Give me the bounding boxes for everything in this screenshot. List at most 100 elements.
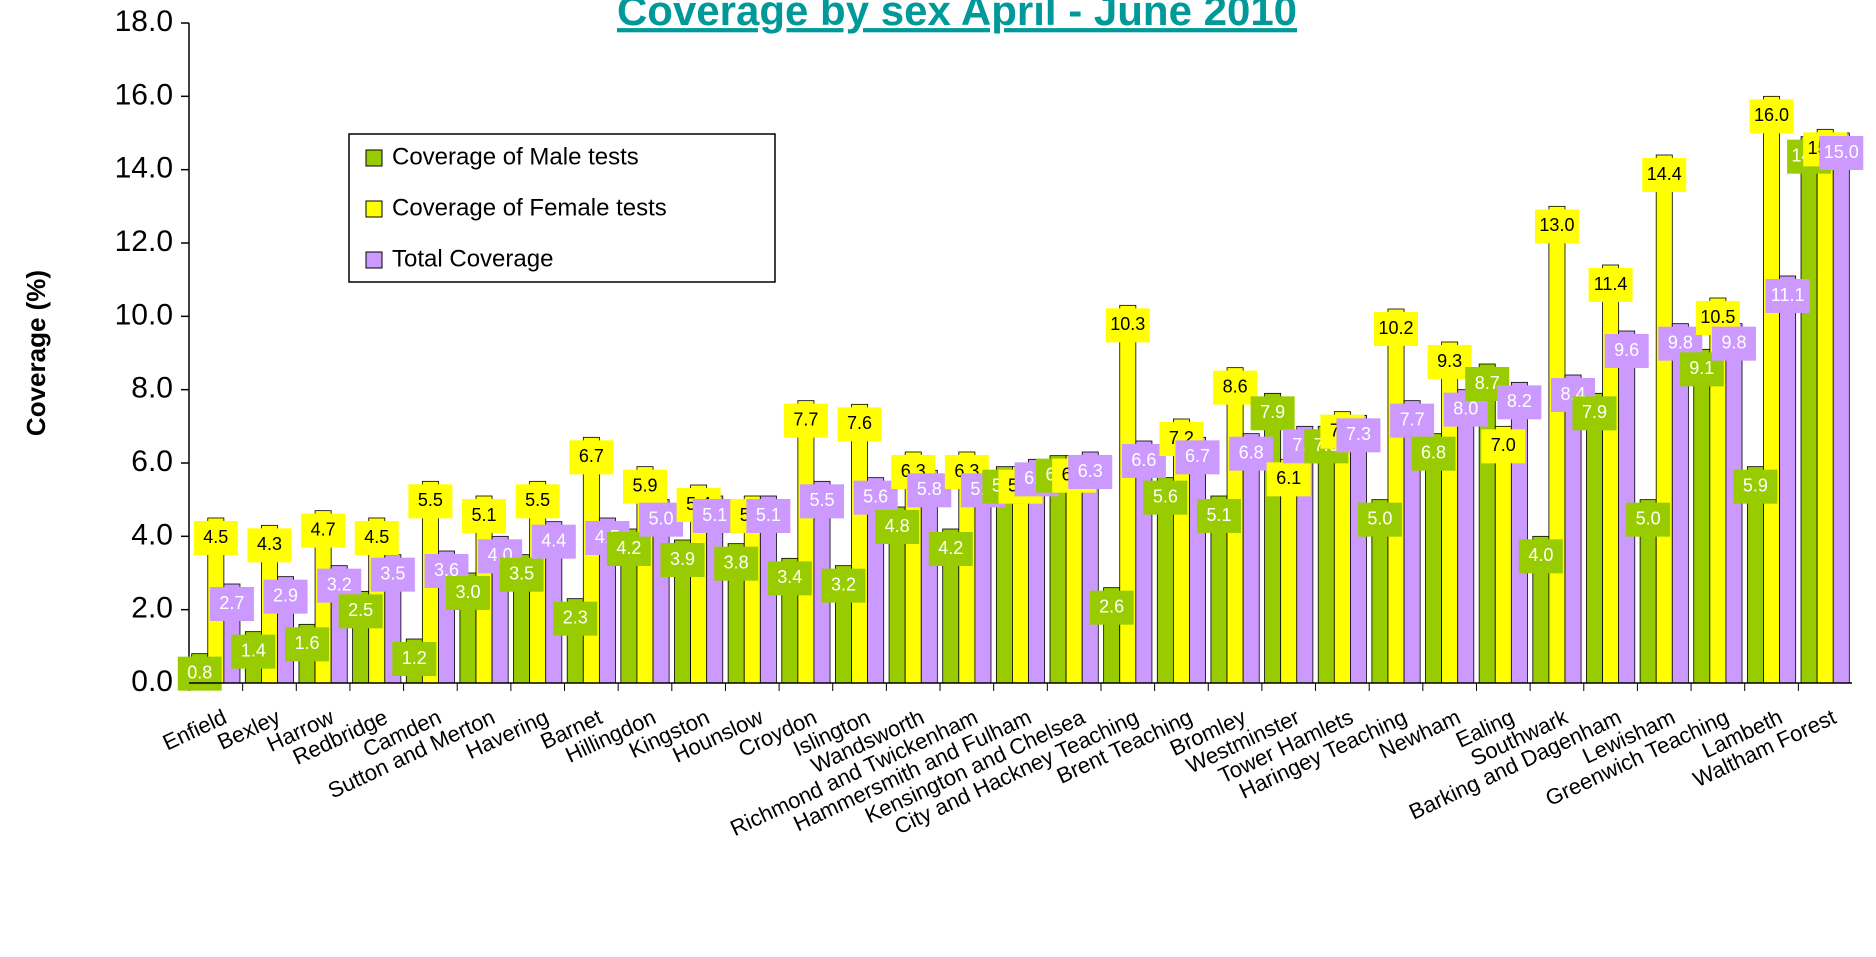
bar: [1350, 414, 1367, 684]
data-label: 5.9: [622, 469, 667, 504]
data-label-text: 6.7: [1185, 446, 1210, 466]
data-label-text: 7.3: [1346, 424, 1371, 444]
data-label-text: 5.8: [917, 479, 942, 499]
data-label-box: [408, 484, 453, 519]
data-label-text: 6.7: [579, 446, 604, 466]
data-label: 10.2: [1374, 312, 1419, 346]
data-label-text: 4.2: [938, 538, 963, 558]
data-label-text: 10.5: [1700, 307, 1735, 327]
data-label-box: [231, 634, 276, 669]
data-label-box: [1374, 312, 1419, 346]
data-label: 4.7: [301, 513, 346, 548]
y-tick-label: 12.0: [115, 225, 173, 258]
data-label-box: [209, 587, 254, 621]
data-label: 7.6: [837, 407, 882, 442]
data-label-text: 9.6: [1614, 340, 1639, 360]
data-label: 1.4: [231, 634, 276, 669]
data-label-text: 3.5: [380, 563, 405, 583]
data-label: 3.5: [370, 557, 415, 592]
data-label: 11.4: [1588, 268, 1633, 302]
bar: [797, 400, 815, 684]
data-label-text: 3.8: [724, 552, 749, 572]
data-label-text: 7.9: [1260, 402, 1285, 422]
data-label: 4.3: [247, 528, 292, 563]
data-label: 9.8: [1711, 326, 1756, 361]
data-label: 7.7: [783, 403, 828, 438]
data-label-text: 5.0: [1367, 508, 1392, 528]
data-label: 0.8: [177, 656, 222, 691]
data-label-text: 5.6: [1153, 486, 1178, 506]
data-label-box: [837, 407, 882, 442]
legend-swatch: [365, 251, 383, 269]
data-label-text: 8.7: [1475, 373, 1500, 393]
data-label-box: [1711, 326, 1756, 361]
data-label-box: [1213, 370, 1258, 405]
data-label-text: 4.5: [364, 527, 389, 547]
data-label: 6.8: [1229, 436, 1274, 471]
data-label-box: [392, 642, 437, 676]
data-label-text: 3.4: [777, 567, 802, 587]
data-label-box: [639, 502, 684, 537]
data-label-box: [1749, 99, 1794, 134]
data-label-text: 11.1: [1771, 285, 1805, 305]
data-label: 9.6: [1604, 334, 1649, 368]
data-label-text: 5.0: [1636, 508, 1661, 528]
data-label: 7.9: [1572, 396, 1617, 431]
data-label-box: [354, 521, 399, 555]
bar: [1494, 425, 1512, 684]
data-label-text: 8.0: [1453, 398, 1478, 418]
data-label: 5.0: [639, 502, 684, 537]
data-label: 4.2: [928, 532, 973, 566]
data-label: 4.5: [193, 521, 238, 555]
data-label-box: [247, 528, 292, 563]
data-label-box: [875, 510, 920, 544]
data-label-text: 5.1: [472, 505, 497, 525]
data-label: 3.8: [714, 546, 759, 581]
data-label-text: 2.6: [1099, 596, 1124, 616]
data-label-text: 5.1: [1206, 505, 1231, 525]
data-label-text: 10.2: [1378, 318, 1413, 338]
data-label-text: 7.0: [1491, 435, 1516, 455]
data-label-box: [928, 532, 973, 566]
data-label-text: 7.6: [847, 413, 872, 433]
bar: [1387, 308, 1405, 684]
data-label-box: [692, 499, 737, 533]
data-label: 2.7: [209, 587, 254, 621]
data-label: 5.6: [853, 480, 898, 515]
data-label: 4.4: [531, 524, 576, 559]
data-label: 1.6: [285, 627, 330, 662]
data-label-text: 3.2: [327, 574, 352, 594]
bar: [1602, 264, 1620, 684]
data-label: 7.7: [1390, 403, 1435, 438]
y-tick-label: 10.0: [115, 298, 173, 331]
legend-swatch: [365, 200, 383, 218]
y-tick-label: 8.0: [131, 372, 173, 405]
data-label-text: 6.6: [1131, 450, 1156, 470]
data-label-text: 7.7: [793, 409, 818, 429]
data-label-text: 5.6: [863, 486, 888, 506]
data-label-text: 5.5: [525, 490, 550, 510]
data-label-box: [767, 561, 812, 596]
data-label-text: 7.9: [1582, 402, 1607, 422]
data-label-text: 5.1: [756, 505, 781, 525]
data-label-box: [285, 627, 330, 662]
data-label-box: [569, 440, 614, 475]
data-label-box: [499, 557, 544, 592]
bar: [1779, 275, 1797, 684]
data-label-box: [1229, 436, 1274, 471]
data-label-box: [1250, 396, 1295, 431]
data-label: 6.6: [1121, 444, 1166, 478]
data-label-box: [800, 484, 845, 519]
y-tick-label: 6.0: [131, 445, 173, 478]
data-label: 3.9: [660, 543, 705, 577]
bar: [1586, 392, 1603, 684]
data-label-box: [1336, 418, 1381, 453]
data-label-text: 6.8: [1239, 442, 1264, 462]
data-label-box: [1411, 436, 1456, 471]
data-label: 5.5: [800, 484, 845, 519]
data-label: 9.3: [1427, 345, 1472, 379]
data-label-text: 9.1: [1689, 358, 1714, 378]
data-label-box: [1105, 308, 1150, 343]
legend-swatch: [365, 149, 383, 167]
data-label: 5.1: [462, 499, 507, 533]
